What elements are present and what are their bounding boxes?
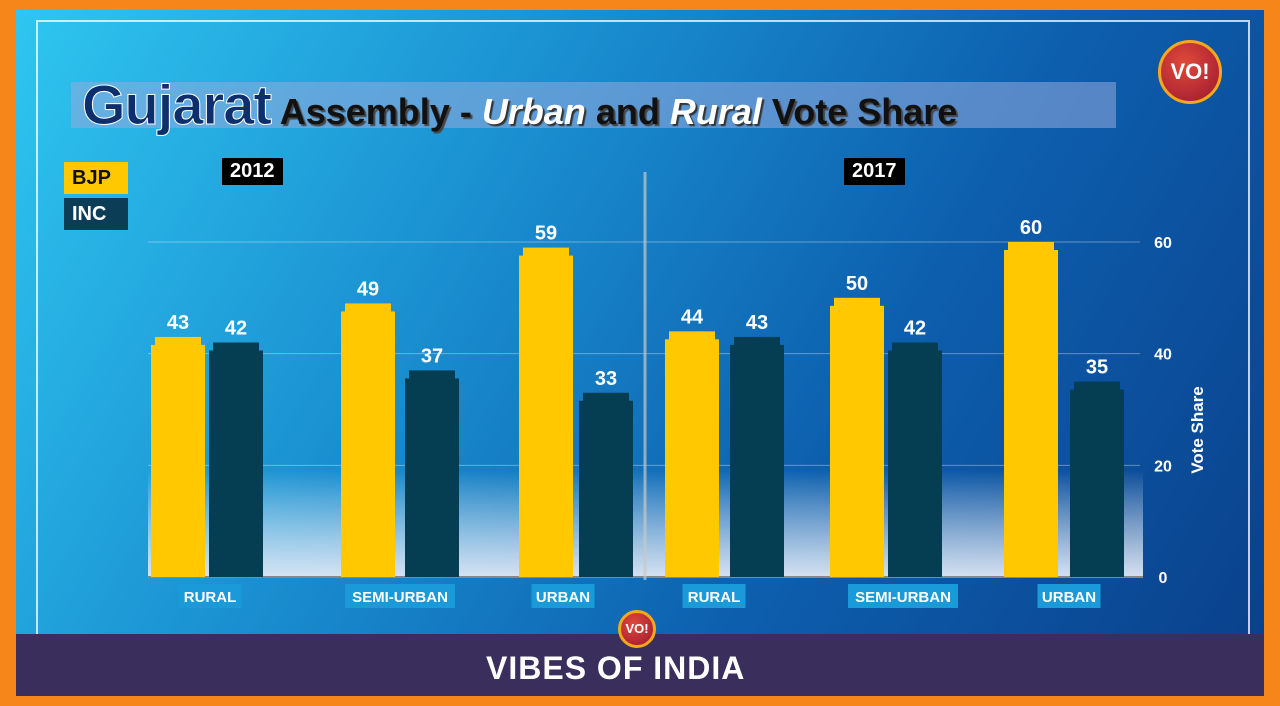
chart-title: Gujarat Assembly - Urban and Rural Vote … [81,72,958,137]
bar-bjp-2017 [1004,250,1058,577]
data-label: 50 [846,273,868,295]
data-label: 42 [904,318,926,340]
bar-inc-2017 [888,350,942,577]
title-vote-share: Vote Share [761,91,958,132]
bar-inc-2017 [730,344,784,577]
x-category-label: URBAN [536,589,590,606]
x-category-box [178,584,242,608]
bar-bjp-2012 [519,255,573,578]
bar-cap [345,303,391,314]
bar-cap [583,392,629,403]
data-label: 43 [167,312,189,334]
legend-inc: INC [64,198,128,230]
y-tick-label: 60 [1154,235,1172,252]
year-label-2017: 2017 [844,158,905,185]
title-gujarat: Gujarat [81,73,272,137]
bar-cap [669,331,715,342]
bar-cap [892,342,938,353]
bar-inc-2012 [579,400,633,577]
data-label: 49 [357,278,379,300]
bar-cap [1074,381,1120,392]
bar-cap [155,336,201,347]
title-and: and [585,91,670,132]
x-category-label: URBAN [1042,589,1096,606]
x-category-label: RURAL [688,589,741,606]
bar-cap [213,342,259,353]
x-category-box [682,584,746,608]
data-label: 35 [1086,357,1108,379]
data-label: 37 [421,345,443,367]
x-category-box [848,584,958,608]
title-assembly: Assembly - [271,91,482,132]
bar-bjp-2017 [665,339,719,577]
data-label: 60 [1020,217,1042,239]
inner-border [36,20,1250,682]
x-category-box [531,584,595,608]
vo-logo-footer: VO! [618,610,656,648]
x-category-label: SEMI-URBAN [352,589,448,606]
year-label-2012: 2012 [222,158,283,185]
bar-bjp-2012 [341,311,395,577]
data-label: 59 [535,223,557,245]
footer-brand-text: VIBES OF INDIA [486,650,746,686]
title-rural: Rural [669,91,762,132]
bar-cap [409,370,455,381]
x-category-box [345,584,455,608]
x-category-label: RURAL [184,589,237,606]
y-tick-label: 20 [1154,458,1172,475]
data-label: 33 [595,368,617,390]
data-label: 42 [225,318,247,340]
y-axis-label: Vote Share [1188,386,1207,474]
title-band [71,82,1116,128]
x-category-box [1037,584,1101,608]
bar-bjp-2012 [151,344,205,577]
bar-cap [734,336,780,347]
legend-bjp: BJP [64,162,128,194]
bar-cap [523,247,569,258]
x-category-label: SEMI-URBAN [855,589,951,606]
data-label: 44 [681,306,704,328]
y-tick-label: 0 [1159,570,1168,587]
vo-logo-top: VO! [1158,40,1222,104]
bar-inc-2012 [209,350,263,577]
bar-inc-2017 [1070,389,1124,577]
data-label: 43 [746,312,768,334]
bar-inc-2012 [405,378,459,577]
bar-cap [834,297,880,308]
title-urban: Urban [481,91,586,132]
y-tick-label: 40 [1154,347,1172,364]
bar-cap [1008,242,1054,252]
bar-bjp-2017 [830,305,884,577]
